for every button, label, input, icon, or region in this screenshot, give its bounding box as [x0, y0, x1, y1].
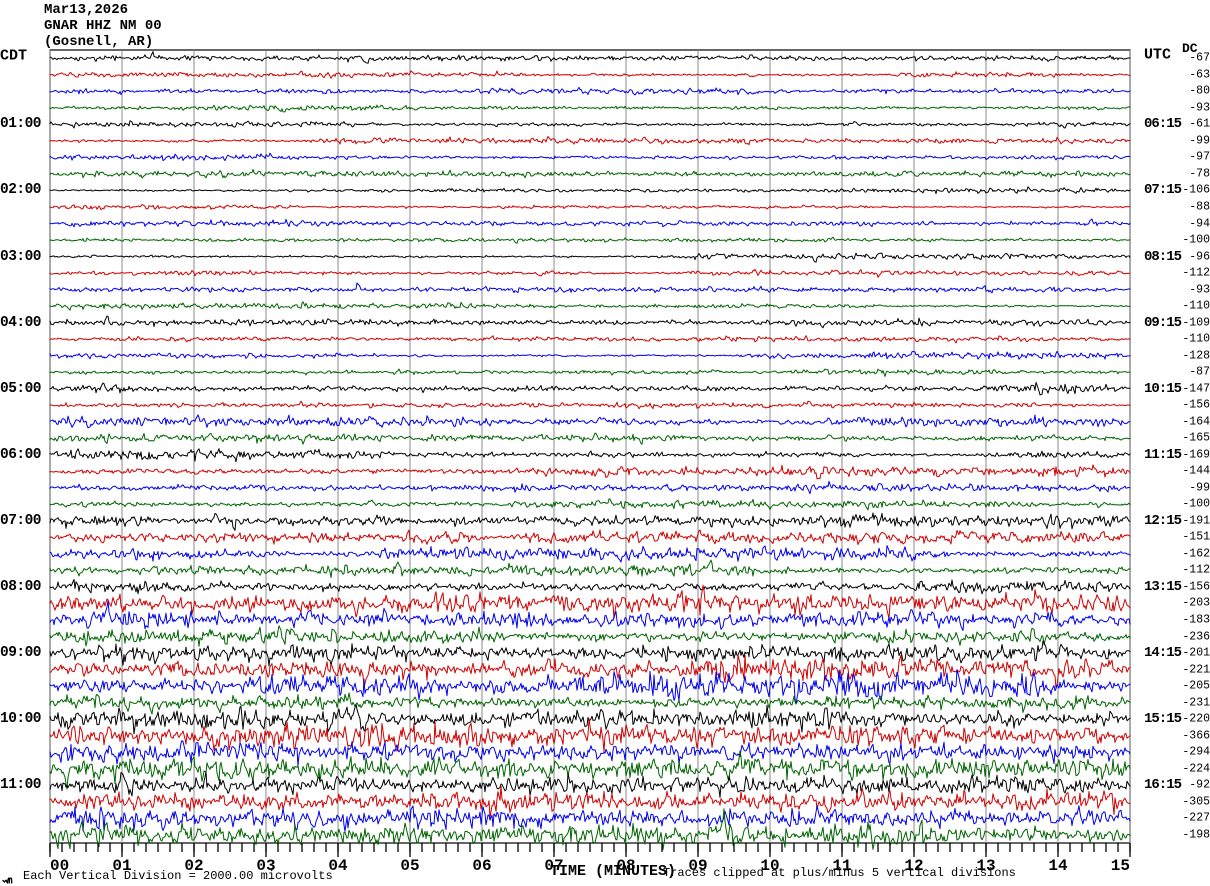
- svg-text:15: 15: [1111, 857, 1130, 875]
- svg-text:06: 06: [472, 857, 491, 875]
- svg-text:05: 05: [400, 857, 419, 875]
- svg-text:14: 14: [1048, 857, 1068, 875]
